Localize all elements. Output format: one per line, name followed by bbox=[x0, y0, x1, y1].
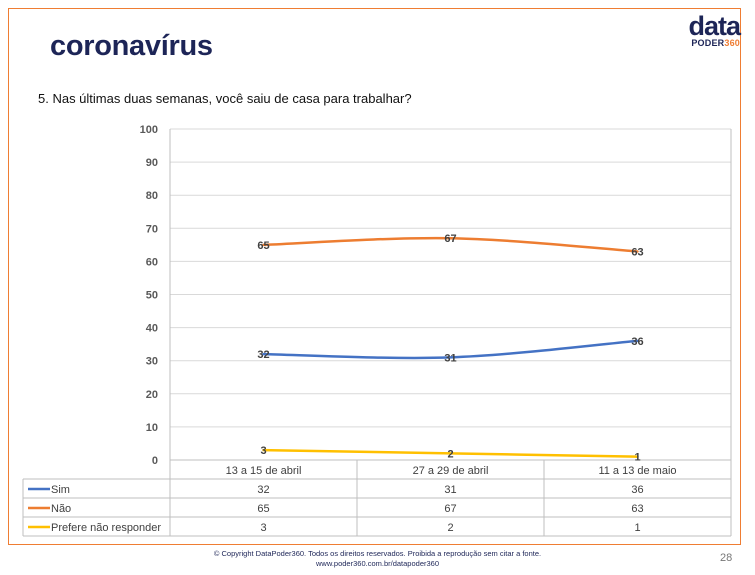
data-label: 67 bbox=[444, 233, 456, 245]
legend-label: Sim bbox=[51, 484, 70, 496]
data-label: 32 bbox=[257, 349, 269, 361]
series-line bbox=[262, 339, 639, 360]
y-tick-label: 50 bbox=[146, 290, 158, 302]
data-label: 1 bbox=[634, 452, 640, 464]
table-value: 32 bbox=[257, 484, 269, 496]
y-tick-label: 70 bbox=[146, 223, 158, 235]
data-label: 2 bbox=[447, 448, 453, 460]
logo-word: data bbox=[688, 11, 741, 41]
y-tick-label: 80 bbox=[146, 190, 158, 202]
table-value: 31 bbox=[444, 484, 456, 496]
datapoder360-logo: data PODER360 bbox=[670, 11, 741, 49]
y-tick-label: 30 bbox=[146, 356, 158, 368]
table-value: 65 bbox=[257, 503, 269, 515]
series-line bbox=[262, 236, 639, 253]
logo-sub-text: PODER bbox=[691, 38, 725, 48]
survey-question: 5. Nas últimas duas semanas, você saiu d… bbox=[38, 91, 412, 106]
data-label: 63 bbox=[631, 246, 643, 258]
x-tick-label: 13 a 15 de abril bbox=[226, 465, 302, 477]
table-value: 1 bbox=[634, 522, 640, 534]
data-label: 3 bbox=[260, 445, 266, 457]
slide-frame bbox=[8, 8, 741, 545]
data-label: 31 bbox=[444, 352, 456, 364]
y-tick-label: 20 bbox=[146, 389, 158, 401]
y-tick-label: 90 bbox=[146, 157, 158, 169]
y-tick-label: 60 bbox=[146, 256, 158, 268]
y-tick-label: 10 bbox=[146, 422, 158, 434]
data-label: 65 bbox=[257, 240, 269, 252]
logo-sub: PODER360 bbox=[670, 38, 740, 48]
page-number: 28 bbox=[720, 552, 733, 564]
table-value: 63 bbox=[631, 503, 643, 515]
footer-copyright: © Copyright DataPoder360. Todos os direi… bbox=[213, 549, 542, 558]
y-tick-label: 100 bbox=[140, 124, 158, 136]
page-title: coronavírus bbox=[50, 30, 213, 62]
y-tick-label: 40 bbox=[146, 323, 158, 335]
series-line bbox=[262, 448, 639, 458]
footer-url: www.poder360.com.br/datapoder360 bbox=[316, 559, 439, 568]
table-value: 3 bbox=[260, 522, 266, 534]
table-value: 2 bbox=[447, 522, 453, 534]
data-label: 36 bbox=[631, 336, 643, 348]
table-value: 67 bbox=[444, 503, 456, 515]
legend-label: Não bbox=[51, 503, 71, 515]
logo-sub-num: 360 bbox=[724, 38, 740, 48]
x-tick-label: 11 a 13 de maio bbox=[598, 465, 676, 477]
x-tick-label: 27 a 29 de abril bbox=[413, 465, 489, 477]
legend-label: Prefere não responder bbox=[51, 522, 161, 534]
y-tick-label: 0 bbox=[152, 455, 158, 467]
table-value: 36 bbox=[631, 484, 643, 496]
